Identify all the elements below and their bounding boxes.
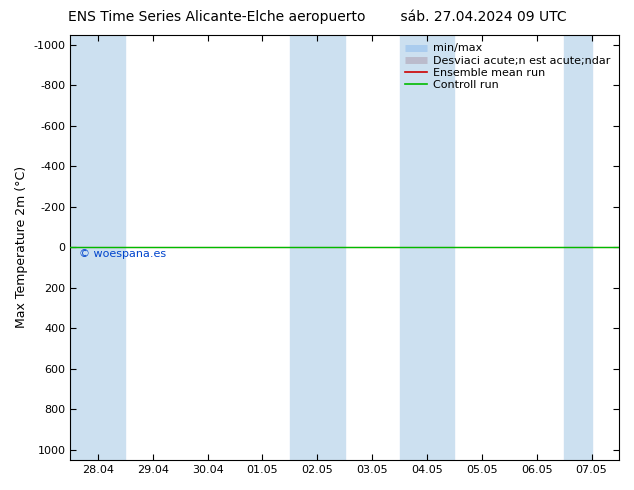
Bar <box>70 35 126 460</box>
Bar <box>290 35 345 460</box>
Y-axis label: Max Temperature 2m (°C): Max Temperature 2m (°C) <box>15 166 28 328</box>
Text: © woespana.es: © woespana.es <box>79 249 165 260</box>
Bar <box>564 35 592 460</box>
Text: ENS Time Series Alicante-Elche aeropuerto        sáb. 27.04.2024 09 UTC: ENS Time Series Alicante-Elche aeropuert… <box>68 10 566 24</box>
Bar <box>399 35 455 460</box>
Legend: min/max, Desviaci acute;n est acute;ndar, Ensemble mean run, Controll run: min/max, Desviaci acute;n est acute;ndar… <box>401 40 614 94</box>
